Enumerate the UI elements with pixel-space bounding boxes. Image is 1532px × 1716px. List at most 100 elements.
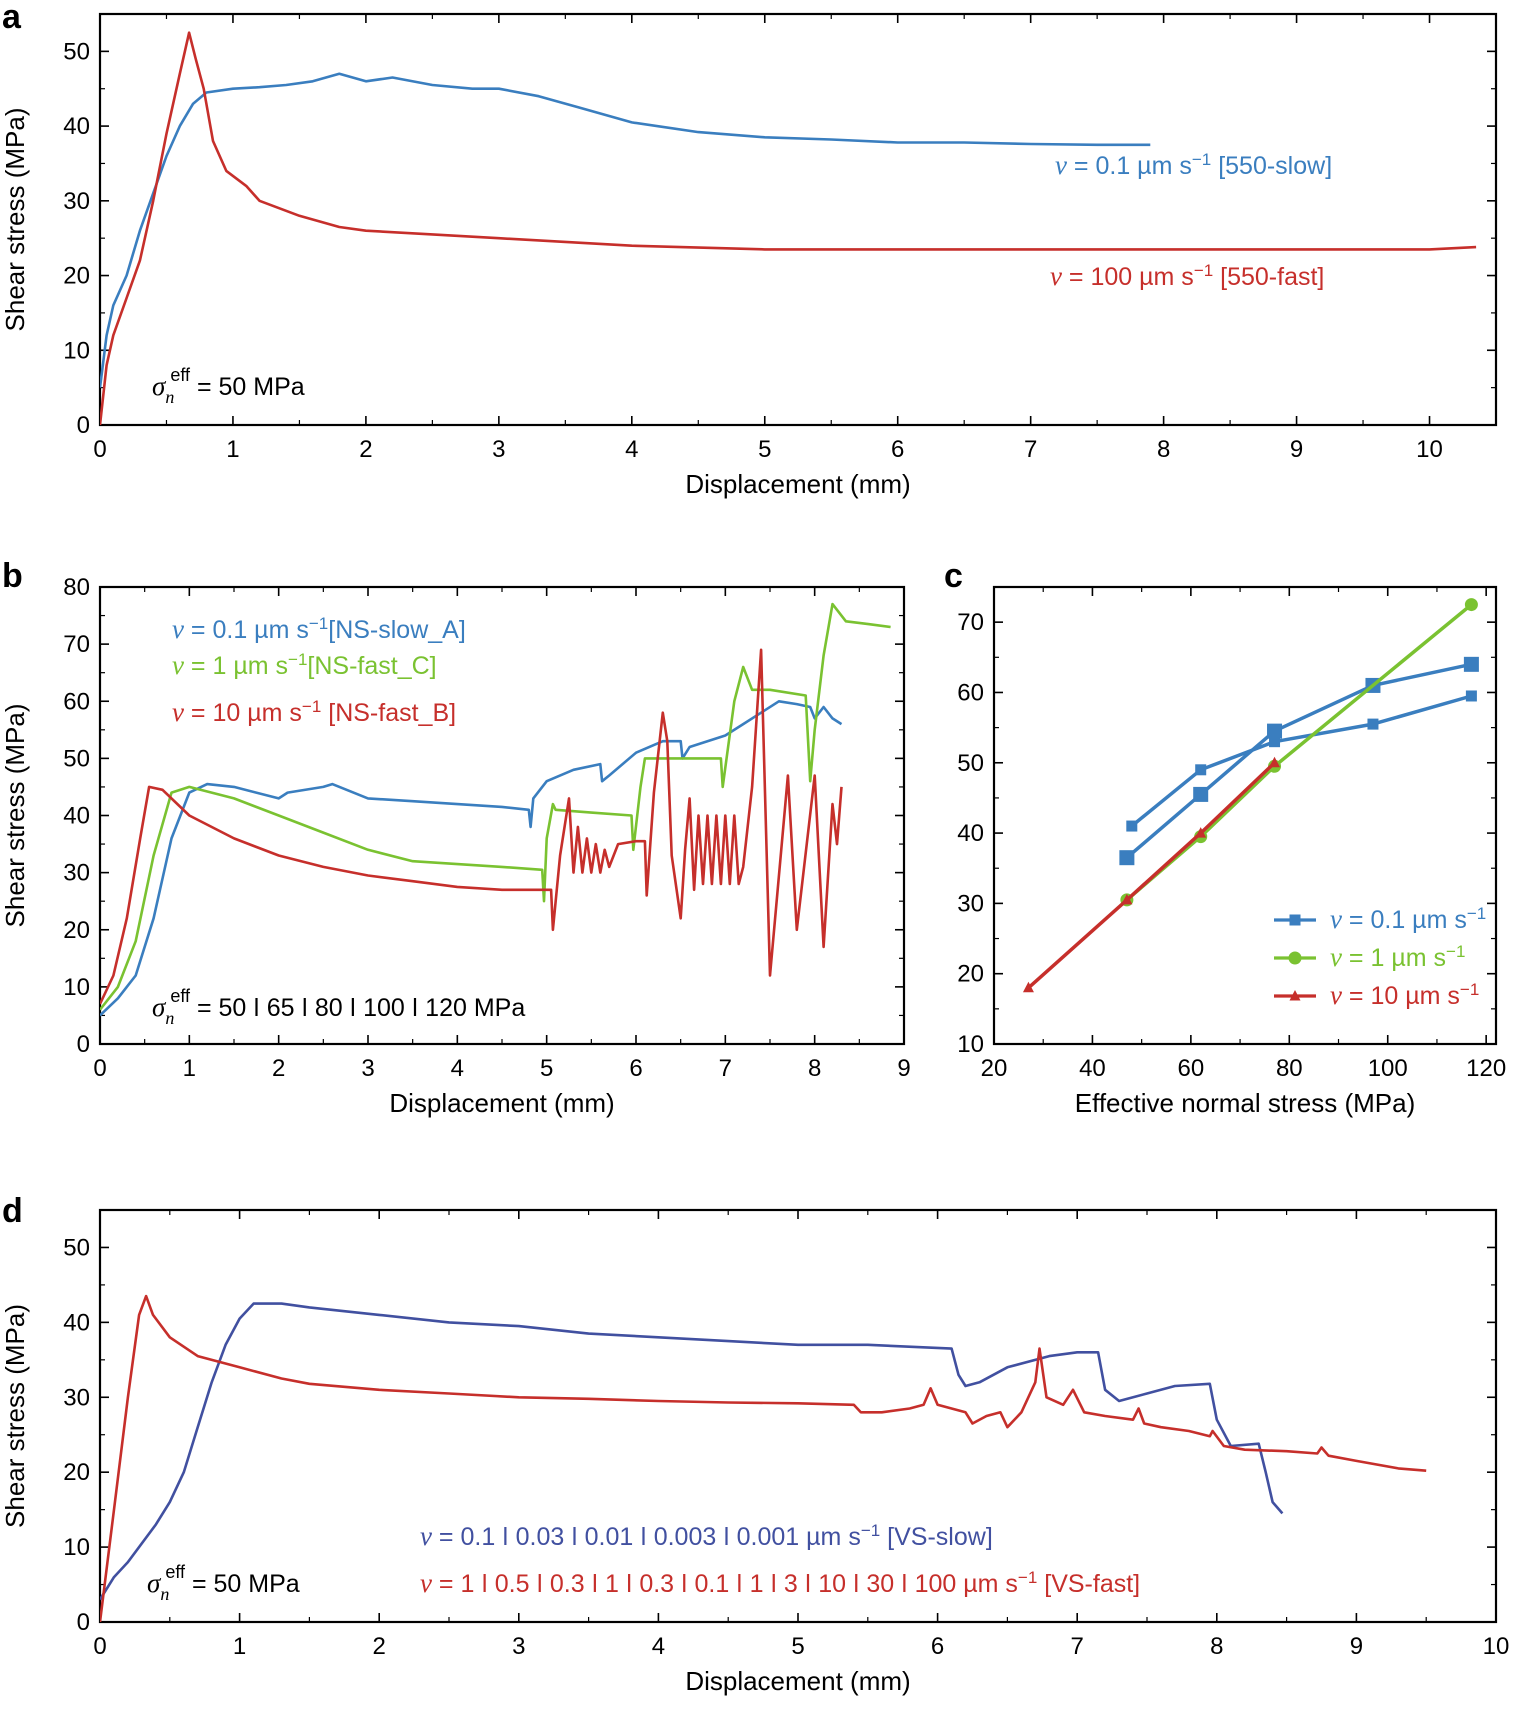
series-label-ns-fast-c: v = 1 µm s−1[NS-fast_C] [172, 650, 437, 681]
stress-annotation-a: σneff = 50 MPa [152, 365, 305, 407]
y-tick-label: 40 [63, 113, 90, 140]
x-axis-label: Displacement (mm) [389, 1088, 614, 1118]
y-tick-label: 30 [63, 1384, 90, 1411]
y-tick-label: 0 [77, 1609, 90, 1636]
data-point-marker [1463, 656, 1479, 672]
data-point-marker [1464, 598, 1478, 612]
y-axis-label: Shear stress (MPa) [0, 1304, 30, 1528]
y-tick-label: 30 [63, 860, 90, 887]
x-tick-label: 9 [897, 1055, 910, 1082]
x-tick-label: 0 [93, 436, 106, 463]
x-tick-label: 10 [1483, 1633, 1510, 1660]
data-point-marker [1289, 914, 1301, 926]
series-line-vs-slow [100, 1302, 1284, 1601]
x-tick-label: 120 [1466, 1055, 1506, 1082]
x-tick-label: 5 [791, 1633, 804, 1660]
x-tick-label: 2 [373, 1633, 386, 1660]
data-point-marker [1288, 951, 1302, 965]
y-tick-label: 20 [957, 961, 984, 988]
x-tick-label: 9 [1290, 436, 1303, 463]
data-point-marker [1195, 764, 1207, 776]
x-tick-label: 7 [719, 1055, 732, 1082]
y-tick-label: 20 [63, 1459, 90, 1486]
y-tick-label: 10 [63, 337, 90, 364]
x-tick-label: 7 [1071, 1633, 1084, 1660]
data-point-marker [1022, 981, 1034, 993]
series-line-v-0-1-m-s-1-a- [1130, 694, 1472, 828]
series-label-550-fast: v = 100 µm s−1 [550-fast] [1050, 261, 1324, 292]
y-tick-label: 30 [63, 188, 90, 215]
series-line-550-slow [100, 72, 1151, 388]
y-tick-label: 30 [957, 890, 984, 917]
y-tick-label: 40 [63, 1309, 90, 1336]
data-point-marker [1121, 893, 1133, 905]
x-tick-label: 10 [1416, 436, 1443, 463]
y-axis-label: Shear stress (MPa) [0, 108, 30, 332]
data-point-marker [1119, 850, 1135, 866]
data-point-marker [1367, 718, 1379, 730]
x-tick-label: 4 [451, 1055, 464, 1082]
y-tick-label: 10 [63, 974, 90, 1001]
panel-letter-c: c [944, 557, 963, 595]
x-tick-label: 6 [629, 1055, 642, 1082]
legend: v = 0.1 µm s−1 v = 1 µm s−1 v = 10 µm s−1 [1274, 904, 1486, 1011]
y-tick-label: 40 [957, 820, 984, 847]
data-point-marker [1267, 723, 1283, 739]
x-tick-label: 3 [512, 1633, 525, 1660]
series-label-550-slow: v = 0.1 µm s−1 [550-slow] [1055, 150, 1332, 181]
series-label-ns-fast-b: v = 10 µm s−1 [NS-fast_B] [172, 697, 456, 728]
y-tick-label: 60 [957, 679, 984, 706]
stress-annotation-d: σneff = 50 MPa [147, 1562, 300, 1604]
x-tick-label: 100 [1368, 1055, 1408, 1082]
x-tick-label: 5 [758, 436, 771, 463]
data-point-marker [1269, 736, 1281, 748]
data-point-marker [1195, 827, 1207, 838]
x-tick-label: 0 [93, 1055, 106, 1082]
series-label-vs-slow: v = 0.1 ǀ 0.03 ǀ 0.01 ǀ 0.003 ǀ 0.001 µm… [420, 1521, 993, 1552]
legend-entry: v = 0.1 µm s−1 [1330, 904, 1486, 935]
y-tick-label: 0 [77, 412, 90, 439]
x-tick-label: 3 [492, 436, 505, 463]
legend-entry: v = 10 µm s−1 [1330, 980, 1479, 1011]
plot-frame-d [98, 1208, 1498, 1624]
series-line-550-fast [100, 31, 1477, 425]
x-tick-label: 1 [183, 1055, 196, 1082]
x-tick-label: 8 [808, 1055, 821, 1082]
x-tick-label: 6 [931, 1633, 944, 1660]
x-tick-label: 0 [93, 1633, 106, 1660]
series-line-v-1-m-s-1 [1125, 603, 1473, 902]
x-tick-label: 60 [1178, 1055, 1205, 1082]
x-tick-label: 5 [540, 1055, 553, 1082]
data-point-marker [1289, 990, 1301, 1001]
y-tick-label: 20 [63, 263, 90, 290]
y-tick-label: 10 [957, 1031, 984, 1058]
x-tick-label: 7 [1024, 436, 1037, 463]
legend-entry: v = 1 µm s−1 [1330, 942, 1465, 973]
x-tick-label: 3 [361, 1055, 374, 1082]
stress-annotation-b: σneff = 50 ǀ 65 ǀ 80 ǀ 100 ǀ 120 MPa [152, 986, 525, 1028]
x-tick-label: 40 [1079, 1055, 1106, 1082]
x-axis-label: Effective normal stress (MPa) [1075, 1088, 1416, 1118]
y-tick-label: 50 [957, 750, 984, 777]
plot-frame-c [992, 585, 1498, 1046]
y-axis-label: Shear stress (MPa) [0, 704, 30, 928]
x-tick-label: 2 [272, 1055, 285, 1082]
x-tick-label: 20 [981, 1055, 1008, 1082]
series-line-v-10-m-s-1 [1027, 761, 1276, 990]
series-line-ns-fast-b [100, 648, 843, 1005]
y-tick-label: 50 [63, 38, 90, 65]
panel-b: b 0 1 2 3 4 5 6 7 8 9 0 10 20 30 40 50 60 70 80 Displacement… [0, 557, 911, 1118]
series-line-vs-fast [100, 1294, 1427, 1622]
data-point-marker [1269, 756, 1281, 768]
x-tick-label: 1 [233, 1633, 246, 1660]
series-label-vs-fast: v = 1 ǀ 0.5 ǀ 0.3 ǀ 1 ǀ 0.3 ǀ 0.1 ǀ 1 ǀ … [420, 1568, 1140, 1599]
y-tick-label: 70 [957, 609, 984, 636]
panel-letter-a: a [2, 0, 22, 36]
x-tick-label: 2 [359, 436, 372, 463]
x-tick-label: 8 [1210, 1633, 1223, 1660]
panel-a: a 0 1 2 3 4 5 6 7 8 9 10 0 10 20 30 40 50 Displacement (mm… [0, 0, 1498, 499]
panel-d: d 0 1 2 3 4 5 6 7 8 9 10 0 10 20 30 40 50 Displacement (mm… [0, 1192, 1509, 1696]
x-tick-label: 8 [1157, 436, 1170, 463]
